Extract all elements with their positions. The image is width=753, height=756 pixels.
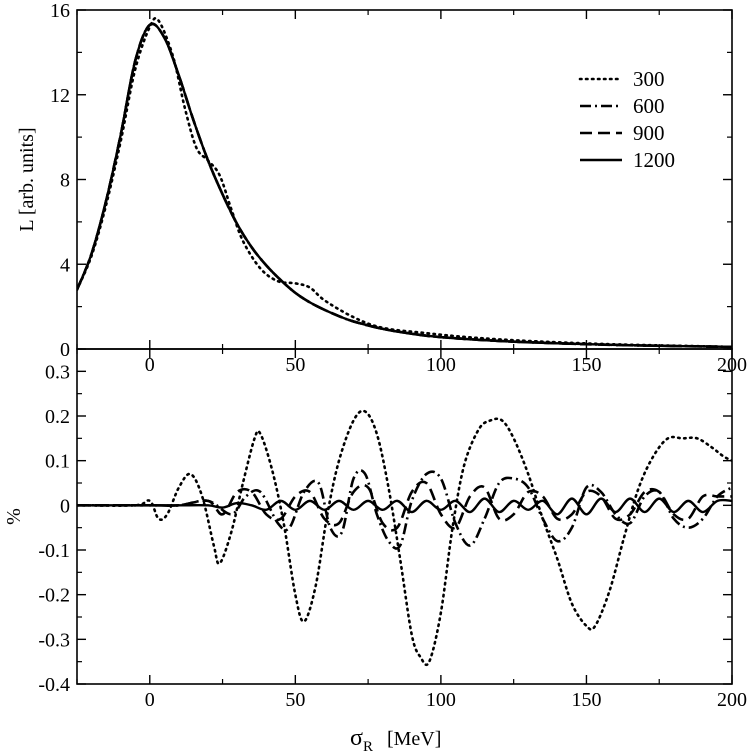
x-axis-label-symbol: σ [350, 725, 363, 751]
x-tick-label: 50 [285, 354, 305, 376]
y-tick-label: 0.2 [45, 406, 70, 428]
y-tick-label: -0.1 [38, 540, 70, 562]
x-tick-label: 150 [571, 689, 601, 711]
y-tick-label: 12 [50, 85, 70, 107]
x-tick-label: 100 [426, 689, 456, 711]
legend-label-300: 300 [633, 67, 665, 91]
series-line-300 [77, 409, 732, 667]
legend-label-600: 600 [633, 94, 665, 118]
x-tick-label: 150 [571, 354, 601, 376]
x-tick-label: 100 [426, 354, 456, 376]
legend: 300 600 900 1200 [578, 67, 675, 172]
x-axis-label-subscript: R [363, 739, 373, 755]
series-line-1200 [77, 497, 732, 516]
legend-label-900: 900 [633, 121, 665, 145]
x-tick-label: 0 [145, 354, 155, 376]
x-axis-label: σR [MeV] [350, 725, 441, 755]
y-tick-label: 0 [60, 495, 70, 517]
bottom-panel: 0 50 100 150 200 -0.4 -0.3 -0.2 -0.1 0 0.1 0.2 0.3% σ… [3, 348, 747, 755]
y-tick-label: 0.3 [45, 361, 70, 383]
x-axis-label-unit: [MeV] [387, 728, 441, 750]
y-tick-label: 8 [60, 170, 70, 192]
y-tick-label: 0 [60, 339, 70, 361]
y-axis-label-top: L [arb. units] [16, 127, 38, 231]
y-tick-label: -0.4 [38, 674, 70, 696]
x-tick-label: 200 [717, 689, 747, 711]
y-axis-label-bottom: % [3, 508, 25, 525]
y-tick-label: 4 [60, 254, 70, 276]
series-line-1200 [77, 22, 732, 349]
x-tick-label: 50 [285, 689, 305, 711]
legend-label-1200: 1200 [633, 148, 675, 172]
x-tick-label: 0 [145, 689, 155, 711]
y-tick-label: -0.3 [38, 629, 70, 651]
y-tick-label: 16 [50, 0, 70, 22]
y-tick-label: -0.2 [38, 585, 70, 607]
y-tick-label: 0.1 [45, 451, 70, 473]
plot-frame [76, 348, 733, 685]
series-line-900 [77, 480, 732, 532]
series-line-300 [77, 16, 732, 349]
